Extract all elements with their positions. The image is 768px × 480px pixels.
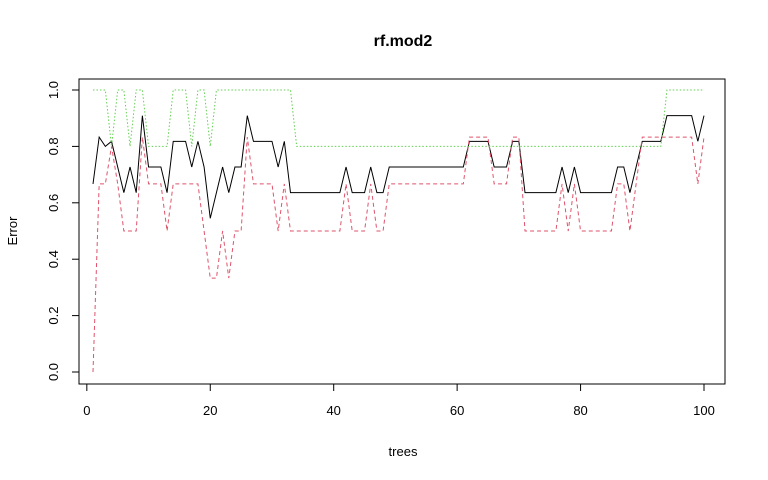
x-tick-label: 80 — [573, 403, 587, 418]
chart-title: rf.mod2 — [374, 33, 433, 50]
x-tick-label: 100 — [693, 403, 715, 418]
y-axis-label: Error — [5, 216, 20, 246]
y-tick-label: 0.0 — [46, 363, 61, 381]
series-line-class-1 — [92, 136, 705, 373]
x-tick-label: 20 — [203, 403, 217, 418]
y-tick-label: 0.4 — [46, 250, 61, 268]
series-line-oob — [92, 115, 705, 219]
x-axis: 0 20 40 60 80 100 — [83, 383, 715, 418]
y-axis: 0.0 0.2 0.4 0.6 0.8 1.0 — [46, 81, 80, 381]
y-tick-label: 0.8 — [46, 137, 61, 155]
y-tick-label: 1.0 — [46, 81, 61, 99]
x-axis-label: trees — [389, 444, 418, 459]
x-tick-label: 60 — [450, 403, 464, 418]
x-tick-label: 40 — [326, 403, 340, 418]
plot-frame — [78, 78, 726, 385]
x-tick-label: 0 — [83, 403, 90, 418]
series-layer — [92, 89, 705, 373]
y-tick-label: 0.6 — [46, 194, 61, 212]
series-line-class-2 — [93, 89, 704, 147]
y-tick-label: 0.2 — [46, 307, 61, 325]
